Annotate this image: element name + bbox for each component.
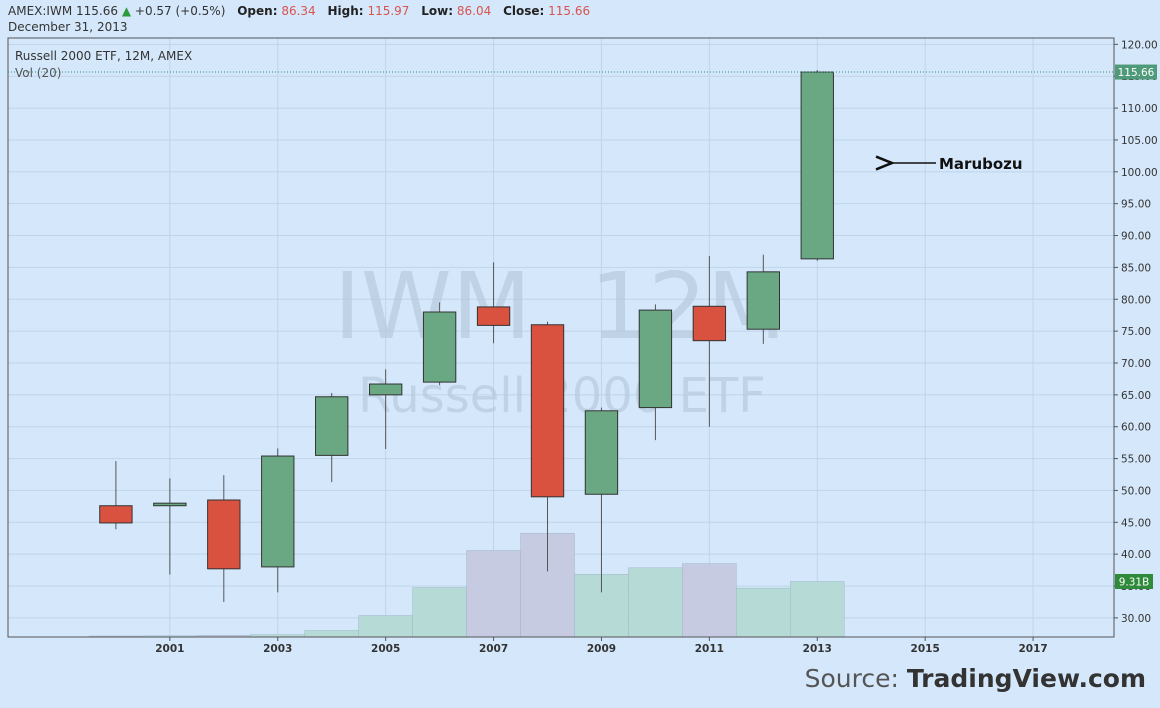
candle-2001 bbox=[153, 478, 187, 575]
x-tick-label: 2005 bbox=[371, 643, 400, 655]
y-tick-label: 55.00 bbox=[1121, 454, 1151, 466]
candle-body-2002 bbox=[207, 499, 241, 570]
source-brand: TradingView.com bbox=[906, 664, 1146, 693]
price-badge: 115.66 bbox=[1115, 64, 1157, 80]
candle-2010 bbox=[638, 304, 673, 441]
symbol-label: AMEX:IWM bbox=[8, 4, 73, 18]
y-tick-label: 105.00 bbox=[1121, 135, 1158, 147]
open-value: 86.34 bbox=[281, 4, 316, 18]
y-tick-label: 75.00 bbox=[1121, 326, 1151, 338]
x-tick-label: 2011 bbox=[695, 643, 724, 655]
low-value: 86.04 bbox=[456, 4, 492, 18]
y-tick-label: 100.00 bbox=[1121, 167, 1158, 179]
volume-badge-text: 9.31B bbox=[1119, 576, 1150, 588]
candle-2008 bbox=[530, 321, 565, 572]
close-label: Close: bbox=[503, 4, 545, 18]
volume-bar-2011 bbox=[682, 563, 737, 638]
source-prefix: Source: bbox=[804, 664, 907, 693]
candle-2012 bbox=[746, 254, 781, 344]
marubozu-annotation: Marubozu bbox=[892, 155, 1023, 173]
x-tick-label: 2017 bbox=[1018, 643, 1047, 655]
candle-2004 bbox=[315, 392, 349, 483]
up-arrow-icon: ▲ bbox=[121, 4, 132, 18]
y-tick-label: 85.00 bbox=[1121, 262, 1151, 274]
x-tick-label: 2003 bbox=[263, 643, 292, 655]
candle-2009 bbox=[584, 407, 619, 593]
low-label: Low: bbox=[421, 4, 454, 18]
y-tick-label: 90.00 bbox=[1121, 231, 1151, 243]
x-tick-label: 2007 bbox=[479, 643, 508, 655]
candle-body-2005 bbox=[368, 383, 403, 396]
volume-bar-2010 bbox=[628, 567, 683, 638]
candle-2005 bbox=[368, 369, 403, 450]
y-tick-label: 65.00 bbox=[1121, 390, 1151, 402]
volume-bar-2013 bbox=[790, 581, 845, 638]
candle-body-2003 bbox=[261, 455, 295, 568]
bar-date: December 31, 2013 bbox=[8, 20, 128, 34]
x-tick-label: 2015 bbox=[911, 643, 940, 655]
candle-body-2001 bbox=[153, 502, 187, 507]
source-credit: Source: TradingView.com bbox=[805, 664, 1146, 693]
candles bbox=[99, 70, 834, 602]
volume-badge: 9.31B bbox=[1115, 573, 1153, 589]
y-tick-label: 110.00 bbox=[1121, 103, 1158, 115]
last-price: 115.66 bbox=[76, 4, 118, 18]
candle-body-2008 bbox=[530, 324, 565, 498]
series-legend: Russell 2000 ETF, 12M, AMEX bbox=[15, 49, 192, 63]
candle-2013 bbox=[800, 70, 834, 261]
candle-body-2012 bbox=[746, 271, 781, 330]
y-tick-label: 120.00 bbox=[1121, 39, 1158, 51]
candle-body-2013 bbox=[800, 71, 834, 260]
candle-body-2006 bbox=[422, 311, 457, 383]
high-label: High: bbox=[327, 4, 364, 18]
candle-2011 bbox=[692, 255, 727, 427]
y-axis: 30.0035.0040.0045.0050.0055.0060.0065.00… bbox=[1114, 39, 1158, 625]
candle-2007 bbox=[476, 262, 511, 344]
chart-header: AMEX:IWM 115.66 ▲ +0.57 (+0.5%) Open: 86… bbox=[8, 3, 590, 35]
candle-2003 bbox=[261, 448, 295, 593]
volume-bar-2012 bbox=[736, 587, 791, 638]
x-tick-label: 2013 bbox=[803, 643, 832, 655]
y-tick-label: 30.00 bbox=[1121, 613, 1151, 625]
y-tick-label: 40.00 bbox=[1121, 549, 1151, 561]
candle-body-2011 bbox=[692, 305, 727, 342]
candle-body-2009 bbox=[584, 410, 619, 495]
price-badge-text: 115.66 bbox=[1118, 67, 1155, 79]
y-tick-label: 50.00 bbox=[1121, 485, 1151, 497]
candle-2002 bbox=[207, 475, 241, 602]
volume-bar-2005 bbox=[358, 615, 413, 638]
candle-body-2004 bbox=[315, 396, 349, 456]
candle-body-2000 bbox=[99, 505, 133, 524]
candle-2000 bbox=[99, 461, 133, 530]
price-change: +0.57 (+0.5%) bbox=[134, 4, 226, 18]
annotation-label: Marubozu bbox=[939, 155, 1023, 173]
y-tick-label: 60.00 bbox=[1121, 422, 1151, 434]
volume-legend: Vol (20) bbox=[15, 66, 61, 80]
open-label: Open: bbox=[237, 4, 278, 18]
x-tick-label: 2009 bbox=[587, 643, 616, 655]
candle-body-2007 bbox=[476, 306, 511, 326]
high-value: 115.97 bbox=[367, 4, 410, 18]
y-tick-label: 95.00 bbox=[1121, 199, 1151, 211]
volume-bar-2004 bbox=[304, 630, 359, 638]
volume-bar-2006 bbox=[412, 587, 467, 638]
candle-body-2010 bbox=[638, 309, 673, 409]
y-tick-label: 45.00 bbox=[1121, 517, 1151, 529]
volume-bar-2007 bbox=[466, 550, 521, 638]
close-value: 115.66 bbox=[548, 4, 591, 18]
x-axis: 2001 2003 2005 2007 2009 2011 2013 2015 2017 bbox=[155, 637, 1048, 655]
y-tick-label: 80.00 bbox=[1121, 294, 1151, 306]
plot-frame bbox=[7, 37, 1115, 638]
candle-2006 bbox=[422, 302, 457, 386]
x-tick-label: 2001 bbox=[155, 643, 184, 655]
volume-bars bbox=[88, 532, 845, 638]
y-tick-label: 70.00 bbox=[1121, 358, 1151, 370]
